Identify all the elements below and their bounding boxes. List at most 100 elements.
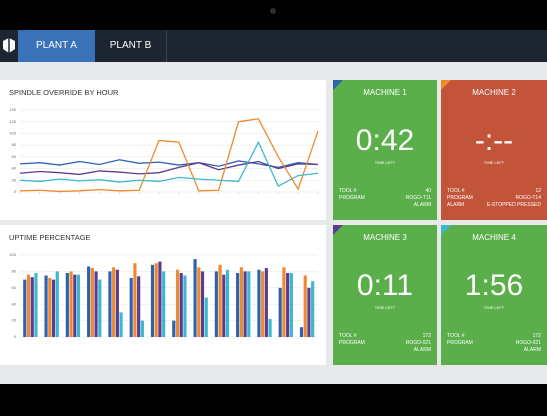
info-value: 172 [532,333,541,339]
info-value: ROGO-021 [405,340,431,346]
bar [299,327,304,337]
time-left: 0:42 [355,124,415,157]
chart-title: UPTIME PERCENTAGE [9,233,91,242]
info-value: 12 [535,188,541,194]
info-row: TOOL # 172 [339,333,431,340]
info-row: PROGRAM ROGO-021 [339,340,431,347]
machine-card[interactable]: MACHINE 3 0:11 TIME LEFT TOOL # 172 PROGRAM RO… [333,225,437,365]
bar [73,274,77,337]
chart-title: SPINDLE OVERRIDE BY HOUR [9,88,119,97]
machine-name: MACHINE 2 [472,88,516,97]
bar [30,277,34,337]
info-label: ALARM [447,202,465,208]
y-tick-label: 60 [12,285,17,290]
info-row: PROGRAM ROGO-021 [447,340,541,347]
bar [119,312,123,337]
bar [140,320,144,337]
accent-corner [441,80,451,90]
y-tick-label: 100 [9,252,16,257]
accent-corner [333,80,343,90]
y-tick-label: 40 [12,166,17,171]
accent-corner [333,225,343,235]
bar [268,318,272,337]
bar [183,275,187,337]
line-series [19,140,319,188]
bar [247,271,251,337]
y-tick-label: 120 [9,119,16,124]
info-value: 40 [425,188,431,194]
info-label: TOOL # [447,333,465,339]
info-row: ALARM [339,202,431,209]
nav-bar: PLANT A PLANT B [0,30,547,62]
chart-card: UPTIME PERCENTAGE 0 20 40 60 80 100 [0,225,326,365]
time-label: TIME LEFT [374,305,396,310]
bar [261,271,265,337]
bar [55,271,59,337]
machine-card[interactable]: MACHINE 2 -:-- TIME LEFT TOOL # 12 PROGRAM ROG… [441,80,547,220]
bar [94,271,98,337]
info-label: TOOL # [339,188,357,194]
bar [197,267,201,337]
bar [200,271,205,337]
machine-name: MACHINE 1 [363,88,407,97]
info-value: E-STOPPED PRESSED [486,202,541,208]
accent-corner [441,225,451,235]
line-series [19,118,319,193]
info-row: TOOL # 12 [447,188,541,195]
logo [3,38,15,53]
dashboard: SPINDLE OVERRIDE BY HOUR 0 20 40 60 80 100 120… [0,62,547,384]
time-left: 1:56 [464,269,524,302]
y-tick-label: 20 [12,177,17,182]
bar [257,269,261,337]
info-row: ALARM [339,347,431,354]
bar [69,271,73,337]
machine-name: MACHINE 4 [472,233,516,242]
machine-card[interactable]: MACHINE 1 0:42 TIME LEFT TOOL # 40 PROGRAM ROG… [333,80,437,220]
bar [179,273,183,337]
machine-card[interactable]: MACHINE 4 1:56 TIME LEFT TOOL # 172 PROGRAM RO… [441,225,547,365]
bar [214,271,218,337]
chart-card: SPINDLE OVERRIDE BY HOUR 0 20 40 60 80 100 120… [0,80,326,220]
info-label: ALARM [413,347,431,353]
y-tick-label: 100 [9,130,16,135]
bar [243,271,247,337]
bar [133,263,137,337]
info-label: PROGRAM [339,340,365,346]
bar [108,271,112,337]
tab[interactable]: PLANT A [18,30,95,62]
bar [48,277,52,337]
bar [218,264,222,337]
bar [204,297,208,337]
bar [23,279,27,337]
y-tick-label: 40 [12,301,17,306]
info-label: PROGRAM [339,195,365,201]
bar [90,268,94,337]
info-value: ROGO-021 [515,340,541,346]
bar [264,268,268,337]
bar [150,264,155,337]
bar [311,281,315,337]
bar [225,269,230,337]
bar [26,274,31,337]
bar [193,259,197,337]
y-tick-label: 0 [14,189,17,194]
bar [286,273,290,337]
bar [282,267,286,337]
bar [115,269,119,337]
info-label: TOOL # [447,188,465,194]
bar [129,277,133,337]
info-row: TOOL # 40 [339,188,431,195]
camera [270,8,276,14]
bar [236,273,240,337]
bar [87,266,91,337]
bar [154,263,158,337]
time-left: -:-- [474,124,514,157]
time-label: TIME LEFT [374,160,396,165]
bar [307,287,311,337]
tab[interactable]: PLANT B [95,30,167,62]
info-value: ROGO-T14 [515,195,541,201]
info-label: TOOL # [339,333,357,339]
bar [222,274,226,337]
info-row: PROGRAM ROGO-T11 [339,195,431,202]
